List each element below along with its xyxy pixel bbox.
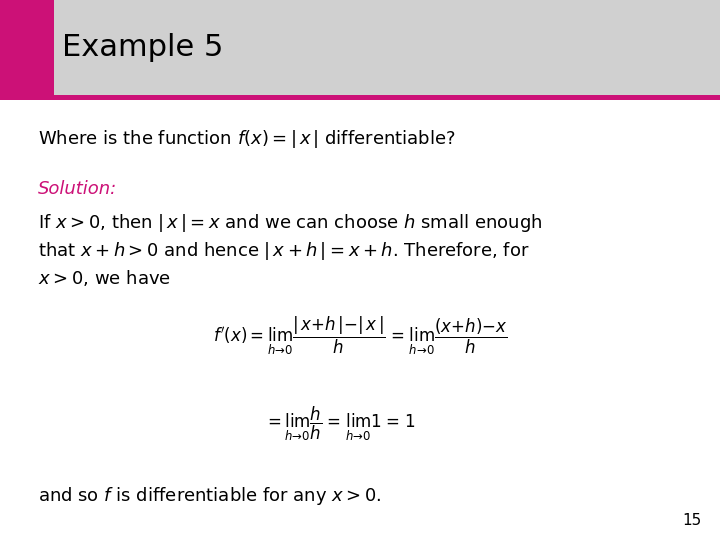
- Text: Where is the function $f(x) = |\,x\,|$ differentiable?: Where is the function $f(x) = |\,x\,|$ d…: [38, 128, 456, 150]
- Text: If $x > 0$, then $|\,x\,| = x$ and we can choose $h$ small enough: If $x > 0$, then $|\,x\,| = x$ and we ca…: [38, 212, 542, 234]
- Text: and so $f$ is differentiable for any $x > 0$.: and so $f$ is differentiable for any $x …: [38, 485, 382, 507]
- Text: Solution:: Solution:: [38, 180, 117, 198]
- Text: $f'(x) = \lim_{h\to 0}\dfrac{|\,x+h\,| - |\,x\,|}{h} \;=\; \lim_{h\to 0}\dfrac{(: $f'(x) = \lim_{h\to 0}\dfrac{|\,x+h\,| -…: [212, 315, 508, 357]
- Bar: [0, 0, 720, 94]
- Text: $= \lim_{h\to 0}\dfrac{h}{h} \;=\; \lim_{h\to 0} 1 \;=\; 1$: $= \lim_{h\to 0}\dfrac{h}{h} \;=\; \lim_…: [264, 405, 415, 443]
- Bar: [0, 94, 720, 100]
- Bar: [0, 0, 54, 94]
- Text: $x > 0$, we have: $x > 0$, we have: [38, 268, 171, 288]
- Text: that $x + h > 0$ and hence $|\,x + h\,| = x + h$. Therefore, for: that $x + h > 0$ and hence $|\,x + h\,| …: [38, 240, 530, 262]
- Text: Example 5: Example 5: [62, 33, 223, 62]
- Text: 15: 15: [683, 513, 702, 528]
